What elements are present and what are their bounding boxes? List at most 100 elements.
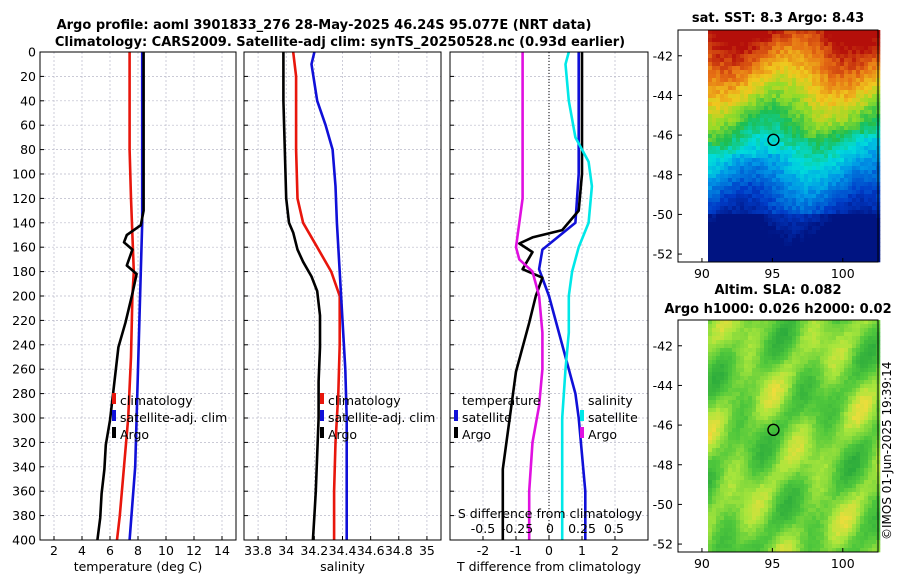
- map-cell: [864, 516, 869, 521]
- map-cell: [724, 194, 729, 199]
- map-cell: [732, 70, 737, 75]
- map-cell: [768, 328, 773, 333]
- map-cell: [712, 226, 717, 231]
- map-cell: [712, 94, 717, 99]
- map-cell: [804, 472, 809, 477]
- map-cell: [812, 460, 817, 465]
- map-cell: [812, 50, 817, 55]
- map-cell: [844, 516, 849, 521]
- map-cell: [724, 78, 729, 83]
- map-cell: [860, 230, 865, 235]
- map-cell: [744, 356, 749, 361]
- map-cell: [756, 484, 761, 489]
- map-cell: [812, 126, 817, 131]
- map-cell: [836, 456, 841, 461]
- map-cell: [720, 392, 725, 397]
- map-cell: [784, 178, 789, 183]
- map-cell: [724, 222, 729, 227]
- map-cell: [852, 162, 857, 167]
- map-cell: [760, 214, 765, 219]
- map-cell: [748, 238, 753, 243]
- map-cell: [844, 400, 849, 405]
- map-cell: [768, 82, 773, 87]
- map-cell: [840, 98, 845, 103]
- map-cell: [776, 162, 781, 167]
- map-cell: [744, 336, 749, 341]
- map-cell: [824, 202, 829, 207]
- map-cell: [760, 400, 765, 405]
- map-cell: [840, 332, 845, 337]
- map-cell: [872, 54, 877, 59]
- map-cell: [756, 324, 761, 329]
- map-cell: [744, 392, 749, 397]
- map-cell: [852, 122, 857, 127]
- map-cell: [724, 62, 729, 67]
- map-cell: [820, 352, 825, 357]
- map-cell: [740, 408, 745, 413]
- map-cell: [772, 198, 777, 203]
- map-cell: [776, 504, 781, 509]
- map-cell: [732, 480, 737, 485]
- map-cell: [724, 58, 729, 63]
- map-cell: [736, 78, 741, 83]
- map-cell: [724, 106, 729, 111]
- map-cell: [796, 58, 801, 63]
- map-cell: [728, 134, 733, 139]
- map-cell: [708, 58, 713, 63]
- map-cell: [776, 356, 781, 361]
- map-cell: [800, 324, 805, 329]
- map-cell: [788, 202, 793, 207]
- map-cell: [752, 400, 757, 405]
- map-cell: [816, 102, 821, 107]
- map-cell: [844, 452, 849, 457]
- map-cell: [728, 472, 733, 477]
- map-cell: [736, 384, 741, 389]
- map-cell: [712, 98, 717, 103]
- map-cell: [832, 428, 837, 433]
- map-cell: [840, 480, 845, 485]
- map-cell: [724, 110, 729, 115]
- map-cell: [724, 158, 729, 163]
- map-cell: [836, 408, 841, 413]
- map-cell: [828, 404, 833, 409]
- map-cell: [824, 66, 829, 71]
- map-cell: [840, 170, 845, 175]
- map-cell: [760, 222, 765, 227]
- map-cell: [720, 516, 725, 521]
- map-cell: [756, 42, 761, 47]
- map-cell: [756, 508, 761, 513]
- map-cell: [764, 348, 769, 353]
- map-cell: [708, 46, 713, 51]
- map-cell: [808, 428, 813, 433]
- map-cell: [772, 138, 777, 143]
- map-cell: [872, 70, 877, 75]
- map-cell: [808, 190, 813, 195]
- map-cell: [852, 480, 857, 485]
- map-cell: [712, 472, 717, 477]
- map-cell: [828, 420, 833, 425]
- map-cell: [760, 320, 765, 325]
- map-cell: [716, 198, 721, 203]
- map-cell: [736, 484, 741, 489]
- map-cell: [732, 356, 737, 361]
- map-cell: [728, 408, 733, 413]
- map-cell: [836, 488, 841, 493]
- map-cell: [804, 34, 809, 39]
- map-cell: [772, 122, 777, 127]
- map-cell: [836, 504, 841, 509]
- map-cell: [804, 250, 809, 255]
- map-cell: [744, 436, 749, 441]
- map-cell: [848, 460, 853, 465]
- map-cell: [828, 238, 833, 243]
- map-cell: [768, 170, 773, 175]
- map-cell: [872, 516, 877, 521]
- series-line-argo: [282, 52, 322, 541]
- map-cell: [792, 178, 797, 183]
- map-cell: [856, 416, 861, 421]
- map-cell: [764, 86, 769, 91]
- map-cell: [712, 190, 717, 195]
- map-cell: [832, 206, 837, 211]
- map-cell: [836, 146, 841, 151]
- map-cell: [744, 368, 749, 373]
- map-cell: [796, 504, 801, 509]
